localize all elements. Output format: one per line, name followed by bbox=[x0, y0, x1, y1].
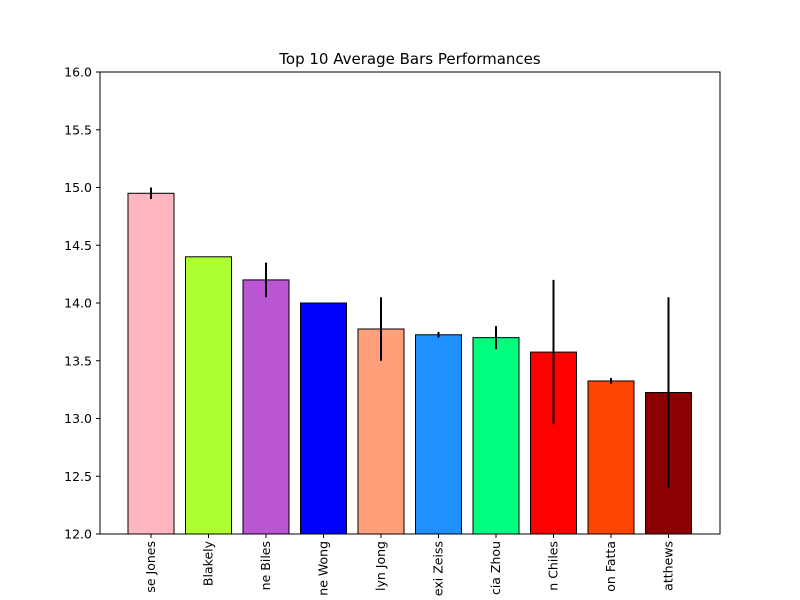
x-tick-label: exi Zeiss bbox=[431, 541, 446, 596]
y-tick-label: 13.0 bbox=[64, 411, 92, 426]
bar-5 bbox=[357, 328, 405, 535]
bar-3 bbox=[242, 279, 290, 535]
x-tick-label: cia Zhou bbox=[488, 541, 503, 595]
bar-1 bbox=[127, 192, 175, 535]
x-tick-label: se Jones bbox=[143, 541, 158, 593]
bar-2 bbox=[185, 256, 232, 535]
bar-7 bbox=[472, 337, 520, 535]
bar-9 bbox=[587, 380, 635, 535]
y-tick-label: 14.5 bbox=[64, 238, 92, 253]
bars-layer bbox=[127, 192, 692, 535]
x-tick-label: Blakely bbox=[201, 540, 216, 586]
y-tick-label: 12.5 bbox=[64, 469, 92, 484]
y-tick-label: 16.0 bbox=[64, 65, 92, 80]
y-tick-label: 15.5 bbox=[64, 122, 92, 137]
x-tick-label: ne Biles bbox=[258, 541, 273, 590]
bar-6 bbox=[415, 334, 462, 535]
error-bars-layer bbox=[150, 187, 670, 488]
y-axis: 12.0 12.5 13.0 13.5 14.0 14.5 15.0 15.5 16.0 bbox=[64, 65, 100, 542]
y-tick-label: 12.0 bbox=[64, 527, 92, 542]
x-tick-label: lyn Jong bbox=[373, 541, 388, 591]
bar-4 bbox=[300, 302, 347, 535]
y-tick-label: 14.0 bbox=[64, 296, 92, 311]
x-axis: se Jones Blakely ne Biles ne Wong lyn Jong ex… bbox=[143, 534, 676, 596]
x-tick-label: n Chiles bbox=[546, 541, 561, 591]
chart-title: Top 10 Average Bars Performances bbox=[278, 50, 541, 68]
x-tick-label: on Fatta bbox=[603, 541, 618, 592]
x-tick-label: atthews bbox=[661, 541, 676, 591]
x-tick-label: ne Wong bbox=[316, 541, 331, 596]
y-tick-label: 15.0 bbox=[64, 180, 92, 195]
y-tick-label: 13.5 bbox=[64, 353, 92, 368]
